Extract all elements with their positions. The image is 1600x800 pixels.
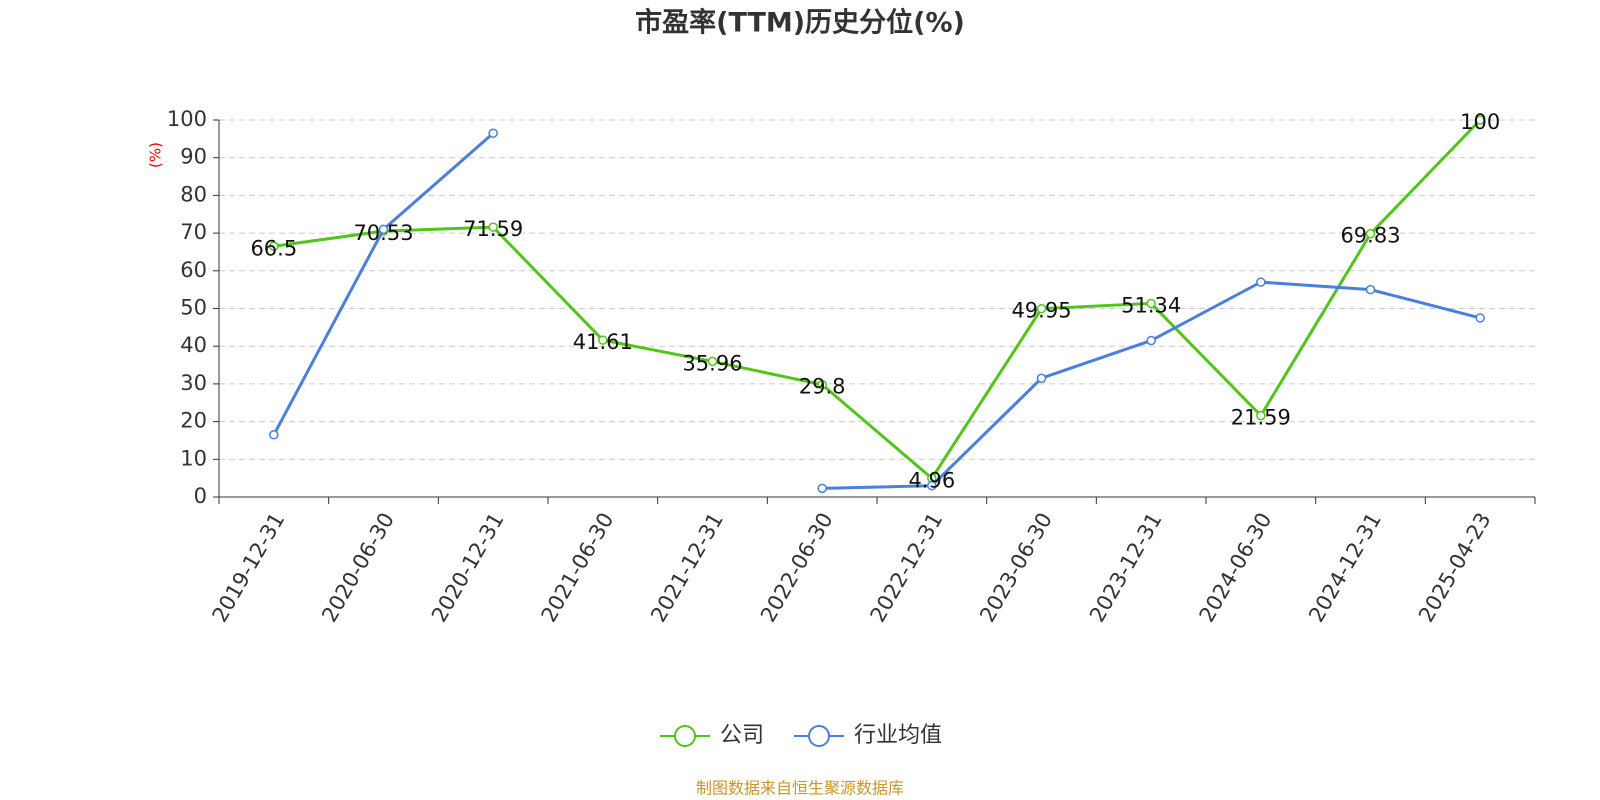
x-tick-label: 2020-12-31 bbox=[427, 509, 509, 627]
y-tick-label: 40 bbox=[180, 333, 207, 357]
x-tick-label: 2024-06-30 bbox=[1195, 509, 1277, 627]
x-tick-label: 2020-06-30 bbox=[317, 509, 399, 627]
legend-item: 公司 bbox=[660, 723, 764, 748]
data-point bbox=[1256, 277, 1266, 287]
y-tick-label: 50 bbox=[180, 296, 207, 320]
data-point bbox=[1475, 313, 1485, 323]
data-label: 4.96 bbox=[908, 468, 955, 492]
data-point bbox=[1365, 228, 1376, 239]
data-point bbox=[1256, 410, 1266, 421]
data-label: 29.8 bbox=[799, 375, 846, 399]
data-point bbox=[707, 356, 718, 367]
y-tick-label: 20 bbox=[180, 409, 207, 433]
legend-label: 行业均值 bbox=[854, 723, 942, 748]
legend-marker bbox=[808, 725, 831, 747]
data-point bbox=[598, 335, 608, 345]
data-point bbox=[927, 480, 937, 491]
data-label: 70.53 bbox=[353, 221, 413, 245]
data-point bbox=[1036, 373, 1047, 383]
legend-label: 公司 bbox=[720, 723, 764, 748]
x-tick-label: 2025-04-23 bbox=[1414, 509, 1496, 627]
x-tick-label: 2019-12-31 bbox=[208, 509, 290, 627]
data-point bbox=[1475, 115, 1485, 125]
data-point bbox=[1146, 298, 1156, 309]
data-point bbox=[488, 222, 498, 232]
series-line bbox=[273, 118, 1482, 481]
x-tick-label: 2022-06-30 bbox=[756, 509, 838, 627]
data-label: 41.61 bbox=[573, 330, 633, 354]
legend-item: 行业均值 bbox=[794, 723, 942, 748]
y-axis-label: (%) bbox=[147, 142, 165, 168]
y-tick-label: 0 bbox=[194, 484, 207, 508]
chart-title: 市盈率(TTM)历史分位(%) bbox=[635, 7, 965, 39]
y-tick-label: 90 bbox=[180, 145, 207, 169]
data-label: 66.5 bbox=[250, 236, 297, 260]
data-point bbox=[269, 241, 279, 252]
data-label: 100 bbox=[1460, 110, 1500, 134]
y-tick-label: 60 bbox=[180, 258, 207, 282]
x-tick-label: 2022-12-31 bbox=[866, 509, 948, 627]
data-label: 49.95 bbox=[1011, 299, 1071, 323]
data-point bbox=[269, 430, 279, 440]
data-label: 21.59 bbox=[1231, 406, 1291, 430]
data-point bbox=[817, 483, 827, 494]
x-tick-label: 2023-12-31 bbox=[1085, 509, 1167, 627]
y-tick-label: 30 bbox=[180, 371, 207, 395]
x-tick-label: 2024-12-31 bbox=[1304, 509, 1386, 627]
y-tick-label: 10 bbox=[180, 446, 207, 470]
data-point bbox=[817, 379, 827, 390]
data-point bbox=[1036, 303, 1047, 314]
data-label: 69.83 bbox=[1340, 224, 1400, 248]
source-note: 制图数据来自恒生聚源数据库 bbox=[696, 779, 904, 798]
y-tick-label: 70 bbox=[180, 220, 207, 244]
x-tick-label: 2021-12-31 bbox=[646, 509, 728, 627]
y-tick-label: 100 bbox=[167, 107, 207, 131]
data-label: 71.59 bbox=[463, 217, 523, 241]
x-tick-label: 2021-06-30 bbox=[537, 509, 619, 627]
data-point bbox=[378, 224, 389, 235]
legend-marker bbox=[674, 725, 696, 747]
data-point bbox=[1146, 335, 1156, 346]
data-label: 51.34 bbox=[1121, 293, 1181, 317]
data-point bbox=[1365, 284, 1376, 295]
series-line bbox=[272, 132, 1481, 490]
data-label: 35.96 bbox=[682, 351, 742, 375]
x-tick-label: 2023-06-30 bbox=[975, 509, 1057, 627]
data-point bbox=[488, 128, 498, 138]
y-tick-label: 80 bbox=[180, 182, 207, 206]
